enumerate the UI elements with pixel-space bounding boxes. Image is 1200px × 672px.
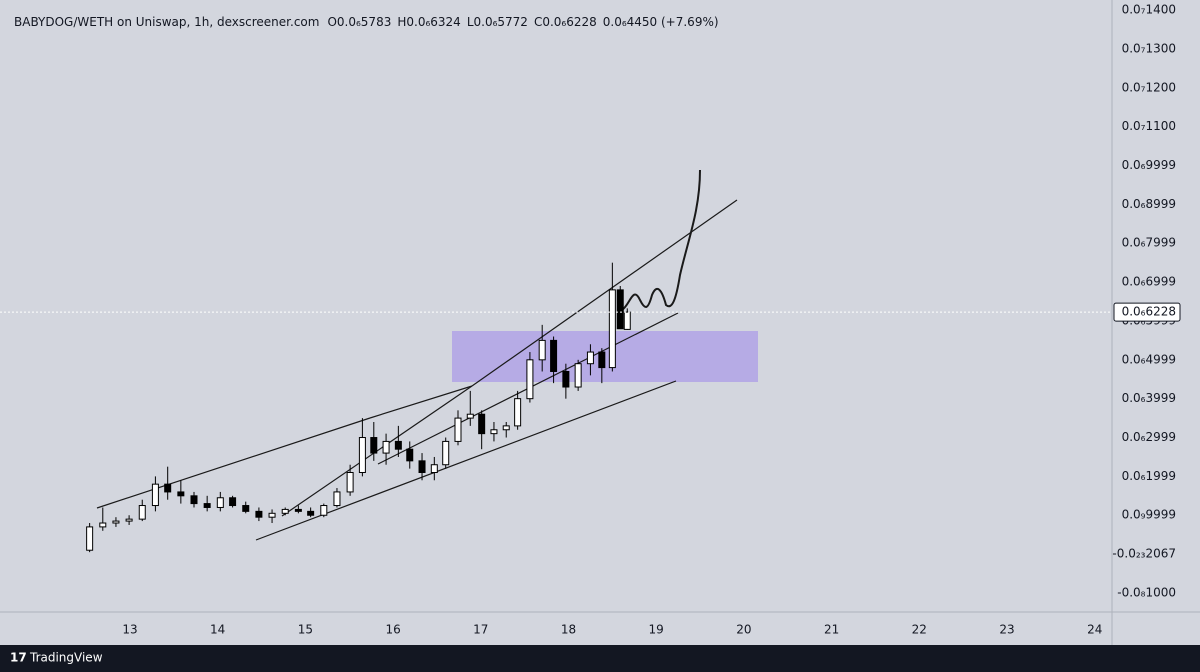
candle-body [550,339,558,372]
trendline [471,199,738,387]
candle-body [216,497,224,508]
candle-body [268,512,276,518]
candle-body [138,505,146,520]
trendline [96,417,371,509]
candle-body [190,495,198,505]
y-tick-label: 0.0₇1100 [1122,119,1176,133]
candle-body [526,359,534,400]
y-tick-label: -0.0₂₃2067 [1112,547,1176,561]
x-tick-label: 15 [298,623,313,637]
candle-body [177,491,185,497]
candle-body [490,429,498,435]
candle-body [333,491,341,507]
candle-body [442,440,450,466]
candle-body [608,289,616,369]
x-tick-label: 16 [385,623,400,637]
x-tick-label: 18 [561,623,576,637]
candle-body [346,472,354,493]
candle-body [320,505,328,516]
candle-body [382,440,390,454]
candle-body [229,497,237,507]
x-tick-label: 20 [736,623,751,637]
candle-body [574,363,582,388]
candle-body [538,339,546,361]
candle-body [394,440,402,450]
candle-body [478,413,486,435]
y-tick-label: 0.0₇1400 [1122,3,1176,17]
y-tick-label: 0.0₆7999 [1122,236,1176,250]
candle-body [242,505,250,512]
y-tick-label: 0.0₉9999 [1122,508,1176,522]
x-tick-label: 22 [912,623,927,637]
y-tick-label: 0.0₇1300 [1122,41,1176,55]
x-tick-label: 17 [473,623,488,637]
trendline [369,385,473,419]
y-tick-label: 0.0₆9999 [1122,158,1176,172]
x-tick-label: 24 [1087,623,1102,637]
symbol: BABYDOG/WETH on Uniswap, 1h, dexscreener… [14,15,319,29]
x-tick-label: 13 [122,623,137,637]
y-tick-label: 0.0₆6999 [1122,275,1176,289]
ohlc-change: 0.0₆4450 (+7.69%) [603,15,719,29]
candle-body [466,413,474,419]
footer-bar [0,645,1200,672]
candle-body [151,483,159,507]
candle-body [99,522,107,528]
y-tick-label: 0.0₆4999 [1122,352,1176,366]
candle-body [406,448,414,462]
x-tick-label: 23 [999,623,1014,637]
last-price-box [1113,302,1181,322]
candle-body [598,351,606,369]
candle-body [203,503,211,508]
logo-mark: 𝟭𝟳 [10,651,27,665]
candle-body [255,510,263,518]
ohlc-low: L0.0₆5772 [467,15,528,29]
candle-body [281,508,289,514]
x-tick-label: 21 [824,623,839,637]
candle-body [514,398,522,427]
candle-body [586,351,594,365]
ohlc-high: H0.0₆6324 [397,15,460,29]
candle-body [294,508,302,512]
ohlc-close: C0.0₆6228 [534,15,597,29]
legend-line: BABYDOG/WETH on Uniswap, 1h, dexscreener… [14,15,719,29]
candle-body [616,289,624,330]
freehand-path [621,169,701,311]
candle-body [370,437,378,454]
candle-body [86,526,94,551]
candle-body [164,483,172,493]
x-tick-label: 14 [210,623,225,637]
y-tick-label: 0.0₇1200 [1122,80,1176,94]
candle-body [562,370,570,388]
candle-body [307,510,315,516]
y-tick-label: 0.0₆3999 [1122,391,1176,405]
x-tick-label: 19 [649,623,664,637]
candle-body [418,460,426,474]
candle-body [502,425,510,431]
y-tick-label: 0.0₆2999 [1122,430,1176,444]
candle-body [430,464,438,474]
candle-body [112,520,120,524]
last-price-label: 0.0₆6228 [1122,305,1176,319]
candle-body [358,437,366,474]
y-tick-label: 0.0₆8999 [1122,197,1176,211]
brand: TradingView [29,651,103,665]
candle-body [125,518,133,522]
ohlc-open: O0.0₆5783 [327,15,391,29]
candle-body [623,311,631,330]
y-tick-label: 0.0₆1999 [1122,469,1176,483]
y-tick-label: -0.0₈1000 [1117,585,1176,599]
candle-body [454,417,462,442]
